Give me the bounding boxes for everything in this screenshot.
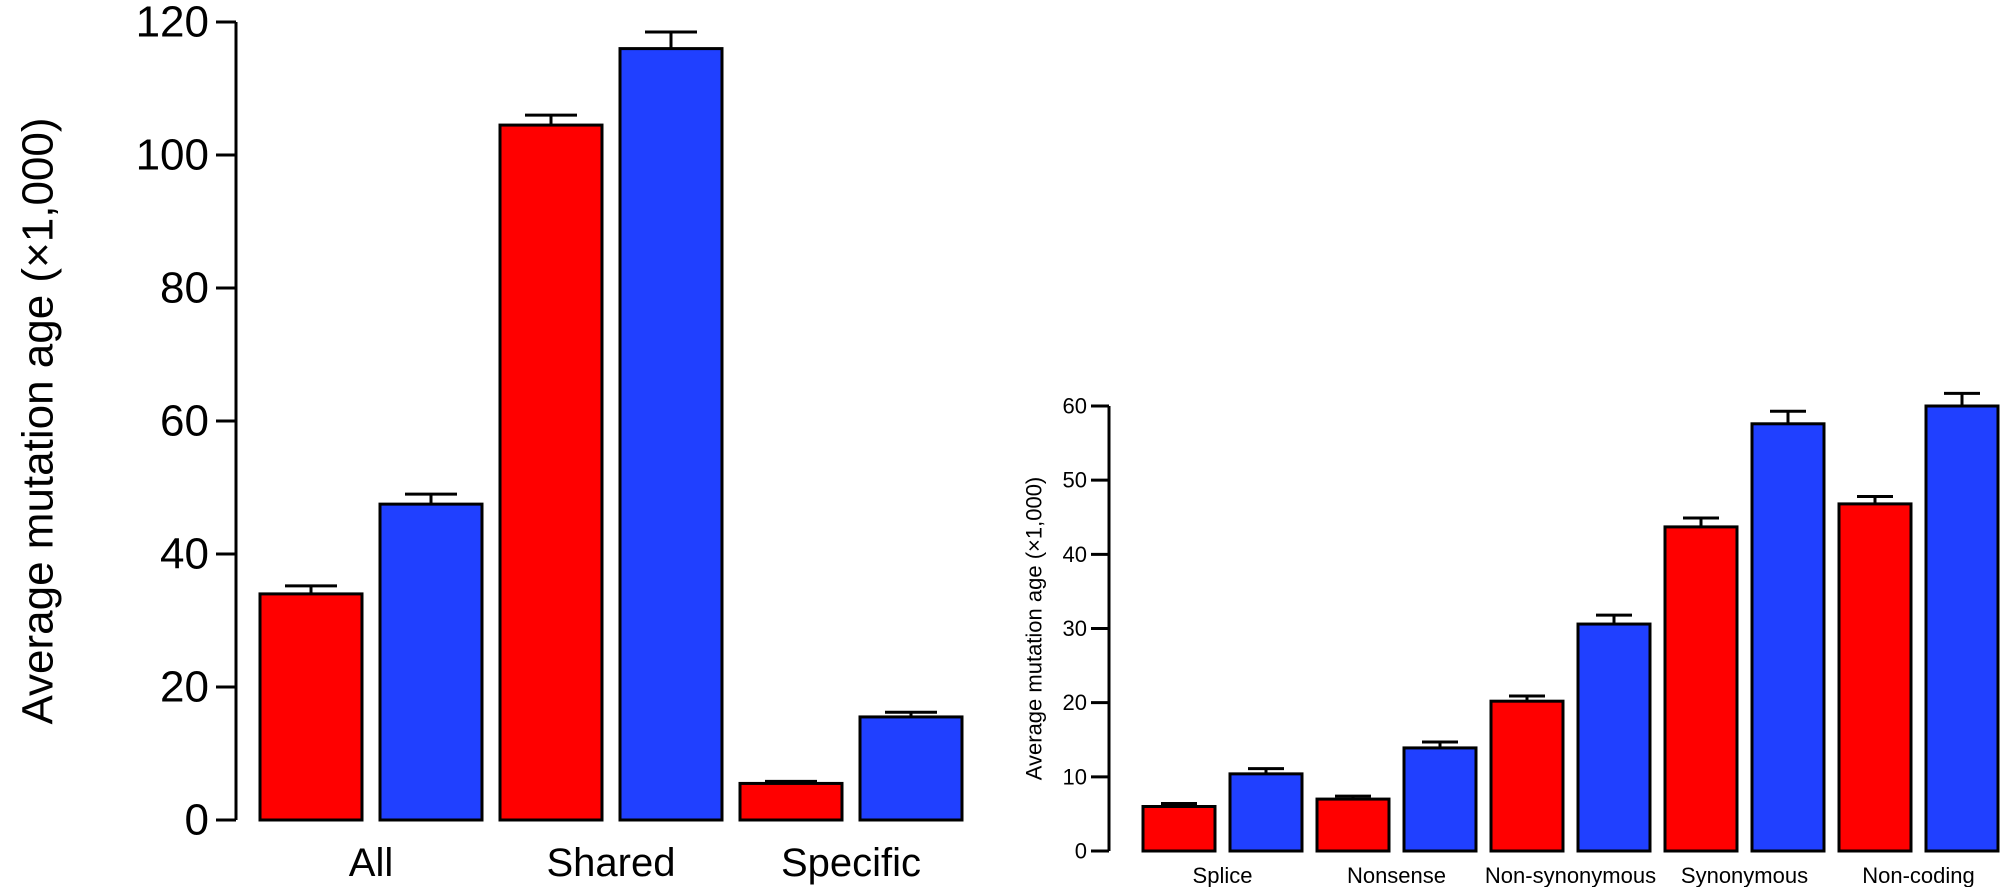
bar <box>378 502 484 822</box>
bar <box>1402 746 1478 853</box>
y-axis-label: Average mutation age (×1,000) <box>14 117 63 724</box>
y-tick-label: 0 <box>185 796 209 845</box>
y-tick-label: 120 <box>136 0 209 47</box>
y-tick-label: 0 <box>1075 839 1087 864</box>
x-category-label: Nonsense <box>1347 863 1446 887</box>
bar <box>1750 422 1826 853</box>
y-tick-label: 40 <box>160 530 209 579</box>
bar <box>1576 622 1652 853</box>
y-axis-label: Average mutation age (×1,000) <box>1022 477 1047 781</box>
y-tick-label: 60 <box>1063 394 1087 419</box>
y-tick-label: 30 <box>1063 616 1087 641</box>
y-tick-label: 40 <box>1063 542 1087 567</box>
x-category-label: All <box>349 841 393 885</box>
bar <box>498 123 604 822</box>
y-tick-label: 80 <box>160 264 209 313</box>
x-category-label: Non-synonymous <box>1485 863 1656 887</box>
bar <box>1141 805 1217 853</box>
y-tick-label: 20 <box>160 663 209 712</box>
y-tick-label: 20 <box>1063 690 1087 715</box>
bar <box>258 592 364 822</box>
bar <box>1489 699 1565 853</box>
y-tick-label: 10 <box>1063 764 1087 789</box>
y-tick-label: 50 <box>1063 468 1087 493</box>
bar <box>1228 772 1304 853</box>
right-bar-chart: 0 10 20 30 40 50 60 Average mutation age (×1,00… <box>1022 391 2000 887</box>
bar <box>1924 404 2000 853</box>
bar <box>618 47 724 822</box>
x-category-label: Synonymous <box>1681 863 1808 887</box>
y-tick-label: 100 <box>136 131 209 180</box>
bar <box>858 715 964 822</box>
x-category-label: Splice <box>1193 863 1253 887</box>
bar <box>1837 502 1913 853</box>
x-category-label: Shared <box>547 841 676 885</box>
x-category-label: Non-coding <box>1862 863 1975 887</box>
left-bar-chart: 0 20 40 60 80 100 120 Average mutation age (×1,… <box>14 0 964 885</box>
y-tick-label: 60 <box>160 397 209 446</box>
bar <box>1315 797 1391 853</box>
bar <box>738 781 844 822</box>
bar <box>1663 525 1739 853</box>
x-category-label: Specific <box>781 841 921 885</box>
